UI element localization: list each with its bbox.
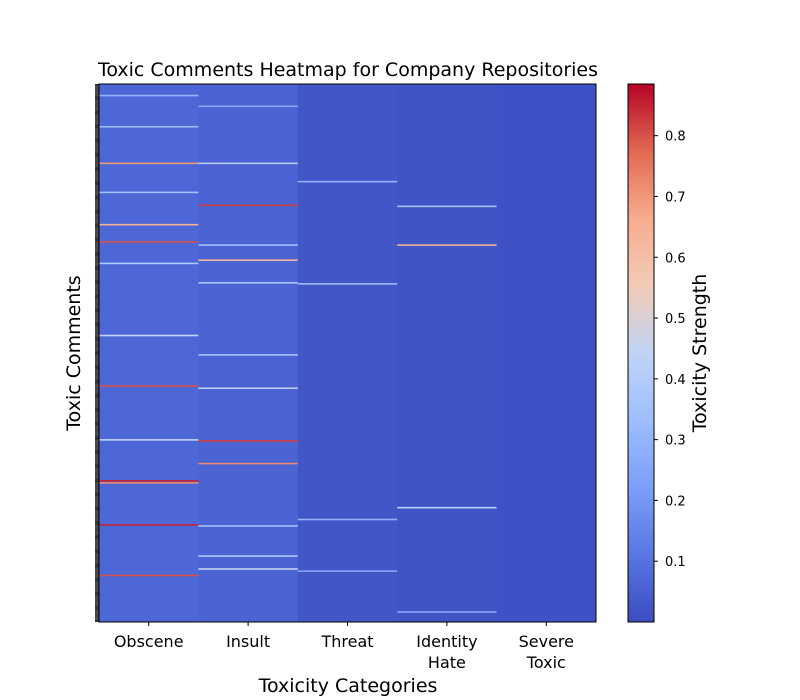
- heatmap-cell: [99, 262, 199, 265]
- heatmap-cell: [198, 354, 298, 356]
- heatmap-cell: [397, 244, 497, 246]
- heatmap-cell: [397, 506, 497, 509]
- colorbar-tick-label: 0.3: [665, 434, 686, 449]
- x-tick-label: Threat: [320, 632, 373, 651]
- heatmap-cell: [198, 462, 298, 465]
- heatmap-cell: [297, 283, 398, 285]
- heatmap-cell: [297, 570, 398, 572]
- heatmap-cell: [198, 555, 298, 557]
- x-tick-label: Severe Toxic: [519, 632, 574, 672]
- x-axis-ticks: [148, 622, 547, 626]
- heatmap-cell: [99, 162, 199, 165]
- heatmap-cell: [397, 611, 497, 613]
- heatmap-cell: [99, 385, 199, 387]
- heatmap-cell: [99, 482, 199, 484]
- heatmap-column-0: [99, 84, 199, 622]
- heatmap-column-1: [198, 84, 299, 622]
- colorbar-tick-label: 0.7: [665, 190, 686, 205]
- heatmap-cell: [297, 518, 398, 521]
- heatmap-column-3: [397, 84, 498, 622]
- heatmap-column-2: [297, 84, 398, 622]
- x-tick-label: Identity Hate: [416, 632, 477, 672]
- heatmap-cell: [99, 334, 199, 337]
- colorbar-tick-label: 0.6: [665, 251, 686, 266]
- colorbar-tick-label: 0.4: [665, 373, 686, 388]
- heatmap-cell: [297, 180, 398, 183]
- colorbar-ticks: 0.1 0.2 0.3 0.4 0.5 0.6 0.7 0.8: [654, 130, 686, 570]
- heatmap-cell: [198, 281, 298, 284]
- colorbar-tick-label: 0.5: [665, 312, 686, 327]
- heatmap-cell: [198, 387, 298, 390]
- heatmap-cell: [99, 241, 199, 243]
- heatmap-cell: [99, 439, 199, 441]
- heatmap-cell: [198, 162, 298, 165]
- heatmap-cell: [198, 525, 298, 527]
- heatmap-cell: [99, 191, 199, 194]
- heatmap-cell: [99, 479, 199, 482]
- x-tick-labels: Obscene Insult Threat Identity Hate Severe Tox…: [114, 632, 574, 672]
- colorbar-tick-label: 0.1: [665, 555, 686, 570]
- heatmap-cells: [99, 84, 597, 622]
- x-tick-label: Insult: [226, 632, 270, 651]
- heatmap-cell: [198, 440, 298, 442]
- heatmap-cell: [198, 204, 298, 207]
- heatmap-cell: [198, 244, 298, 246]
- heatmap-cell: [99, 223, 199, 226]
- heatmap-cell: [198, 259, 298, 261]
- heatmap-cell: [99, 574, 199, 577]
- colorbar-tick-label: 0.8: [665, 130, 686, 145]
- x-tick-label: Obscene: [114, 632, 184, 651]
- heatmap-cell: [99, 125, 199, 128]
- y-axis-ticks: [95, 84, 99, 622]
- heatmap-cell: [99, 94, 199, 97]
- heatmap-cell: [198, 105, 298, 108]
- colorbar-tick-label: 0.2: [665, 494, 686, 509]
- heatmap-cell: [397, 205, 497, 208]
- heatmap-cell: [99, 524, 199, 526]
- heatmap-column-4: [496, 84, 597, 622]
- y-axis-label: Toxic Comments: [63, 275, 85, 431]
- chart-title: Toxic Comments Heatmap for Company Repos…: [97, 59, 598, 81]
- colorbar-label: Toxicity Strength: [689, 274, 711, 434]
- colorbar: [627, 83, 655, 623]
- heatmap-cell: [198, 568, 298, 570]
- x-axis-label: Toxicity Categories: [258, 675, 438, 697]
